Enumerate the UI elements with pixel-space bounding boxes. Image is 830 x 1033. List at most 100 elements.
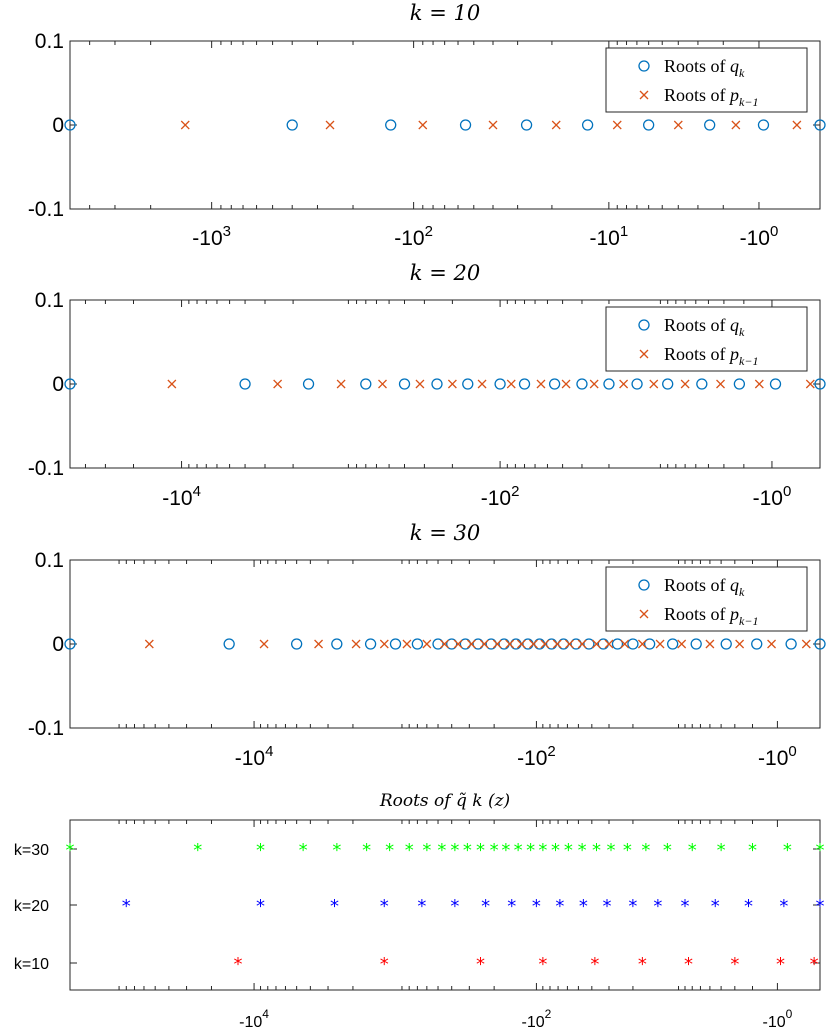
data-points: * * * * * * * * * * * * * * * * * * * * * * * * * * * * * * ** * * * * * * * *… [66, 840, 825, 975]
root-star-marker: * [748, 840, 757, 861]
root-p-marker [716, 379, 725, 389]
root-p-marker [516, 639, 526, 649]
root-p-marker [379, 639, 389, 649]
root-q-marker [627, 638, 639, 650]
root-p-marker [180, 120, 190, 130]
root-star-marker: * [578, 840, 587, 861]
root-p-marker [440, 639, 449, 649]
root-p-marker [325, 120, 335, 130]
root-q-marker [286, 119, 298, 131]
subplot-k10: k = 10 0.1 0 -0.1 -103 -102 -101 -100 Roots o… [28, 1, 826, 250]
root-p-marker [655, 639, 665, 649]
root-p-marker [447, 379, 457, 389]
root-p-marker [649, 379, 659, 389]
root-q-marker [331, 638, 343, 650]
x-tick-label: -102 [394, 223, 433, 250]
y-tick-label: -0.1 [28, 717, 64, 740]
root-q-marker [398, 378, 411, 390]
y-tick-label: -0.1 [28, 198, 64, 221]
root-q-marker [462, 378, 474, 390]
root-p-marker [731, 120, 741, 130]
root-star-marker: * [417, 896, 426, 917]
y-category-label: k=20 [14, 898, 49, 915]
x-tick-labels: -103 -102 -101 -100 [192, 41, 778, 250]
root-star-marker: * [688, 840, 697, 861]
root-p-marker [552, 639, 562, 649]
root-star-marker: * [193, 840, 202, 861]
root-p-marker [620, 639, 630, 649]
root-star-marker: * [579, 896, 588, 917]
root-star-marker: * [256, 896, 265, 917]
root-q-marker [576, 378, 588, 390]
data-points [64, 119, 826, 131]
root-p-marker [735, 639, 745, 649]
root-star-marker: * [463, 840, 472, 861]
root-q-marker [751, 638, 763, 650]
root-star-marker: * [717, 840, 726, 861]
root-star-marker: * [776, 954, 785, 975]
x-tick-label: -101 [590, 223, 629, 250]
root-star-marker: * [490, 840, 499, 861]
root-star-marker: * [744, 896, 753, 917]
legend-cross-marker [639, 349, 649, 359]
root-q-marker [446, 638, 458, 650]
y-category-label: k=30 [14, 842, 49, 859]
root-q-marker [631, 378, 643, 390]
root-p-marker [792, 120, 802, 130]
root-star-marker: * [816, 840, 825, 861]
plot-title: k = 10 [410, 1, 480, 25]
root-p-marker [418, 120, 428, 130]
root-star-marker: * [501, 840, 510, 861]
minor-ticks [69, 300, 745, 468]
root-q-marker [667, 638, 679, 650]
root-star-marker: * [385, 840, 394, 861]
root-star-marker: * [526, 840, 535, 861]
root-star-marker: * [437, 840, 446, 861]
x-tick-label: -104 [235, 743, 274, 770]
root-star-marker: * [481, 896, 490, 917]
x-tick-label: -103 [192, 223, 231, 250]
root-q-marker [494, 378, 506, 390]
root-star-marker: * [362, 840, 371, 861]
root-q-marker [64, 378, 76, 390]
root-star-marker: * [66, 840, 75, 861]
root-star-marker: * [507, 896, 516, 917]
root-p-marker [167, 379, 177, 389]
root-star-marker: * [422, 840, 431, 861]
root-p-marker [479, 639, 489, 649]
root-p-marker [536, 379, 546, 389]
root-q-marker [814, 378, 826, 390]
root-q-marker [459, 638, 472, 650]
legend-circle-marker [638, 579, 650, 591]
root-p-marker [351, 639, 361, 649]
y-tick-label: 0.1 [35, 549, 64, 572]
legend-circle-marker [638, 60, 650, 72]
root-star-marker: * [711, 896, 720, 917]
root-p-marker [314, 639, 324, 649]
root-p-marker [637, 639, 647, 649]
root-q-marker [720, 638, 732, 650]
legend-cross-marker [639, 90, 649, 100]
root-q-marker [570, 638, 582, 650]
root-q-marker [431, 378, 443, 390]
y-tick-label: 0 [52, 114, 64, 137]
root-p-marker [705, 639, 715, 649]
root-p-marker [506, 379, 516, 389]
root-star-marker: * [684, 954, 693, 975]
root-star-marker: * [380, 896, 389, 917]
root-p-marker [577, 639, 587, 649]
root-q-marker [411, 638, 424, 650]
legend-box [605, 306, 808, 372]
root-star-marker: * [623, 840, 632, 861]
root-q-marker [785, 638, 797, 650]
root-p-marker [564, 639, 574, 649]
root-p-marker [680, 379, 690, 389]
root-star-marker: * [332, 840, 341, 861]
root-star-marker: * [450, 840, 459, 861]
root-q-marker [360, 378, 372, 390]
root-p-marker [415, 379, 425, 389]
root-q-marker [557, 638, 570, 650]
legend-box [605, 566, 808, 632]
